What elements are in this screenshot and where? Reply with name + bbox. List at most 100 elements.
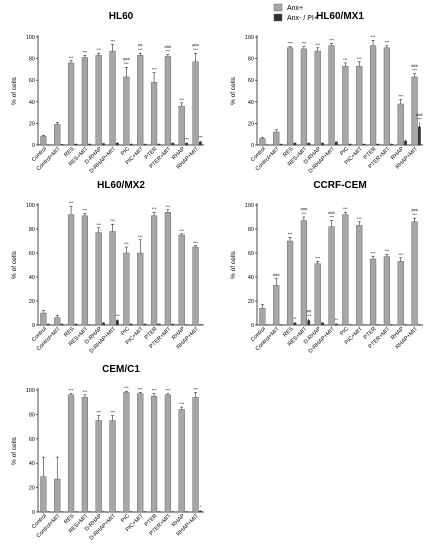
bar-pi-control	[265, 324, 269, 325]
legend: Anx+ Anx- / PI+	[273, 3, 318, 22]
sig-hash-anx: ##	[138, 43, 143, 48]
bar-pi-pter	[157, 323, 161, 325]
y-axis-label: % of cells	[230, 76, 237, 105]
y-tick-label: 40	[29, 100, 35, 106]
bar-pi-res	[293, 322, 297, 325]
y-tick-label: 0	[32, 323, 35, 329]
bar-anx-res	[67, 62, 75, 146]
sig-label-anx: ***	[83, 49, 88, 54]
bar-anx-rhap	[178, 409, 185, 513]
y-tick-label: 80	[248, 227, 254, 233]
y-tick-label: 40	[29, 275, 35, 281]
y-tick-label: 20	[248, 121, 254, 127]
sig-label-anx: ***	[152, 206, 157, 211]
sig-label-pi: **	[335, 317, 339, 322]
bar-anx-control	[259, 308, 266, 326]
bar-pi-rhap	[404, 140, 407, 145]
bar-anx-control	[40, 312, 47, 326]
bar-anx-pic	[123, 76, 130, 146]
sig-label-anx: ***	[124, 241, 129, 246]
sig-label-anx: ***	[398, 94, 403, 99]
bar-pi-control+mit	[60, 323, 64, 325]
bar-anx-pic+mit	[356, 225, 363, 326]
bar-pi-d-rhap+mit	[116, 142, 119, 145]
bar-pi-pic	[348, 324, 352, 325]
chart-panel-hl60: HL60% of cells020406080100ControlControl…	[11, 11, 204, 175]
bar-pi-rhap+mit	[199, 324, 202, 325]
panel-title: HL60/MX1	[316, 11, 364, 22]
chart-panel-hl60-mx2: HL60/MX2% of cells020406080100ControlCon…	[11, 180, 204, 355]
bar-pi-pter+mit	[171, 511, 175, 512]
y-tick-label: 100	[26, 203, 35, 209]
y-axis-label: % of cells	[11, 76, 18, 105]
y-tick-label: 80	[29, 412, 35, 418]
bar-pi-res+mit	[88, 143, 92, 145]
panel-title: CEM/C1	[102, 364, 140, 375]
bar-anx-rhap+mit	[192, 397, 199, 513]
bar-anx-rhap	[397, 103, 404, 146]
sig-label-anx: ***	[302, 41, 307, 46]
bar-pi-control+mit	[279, 324, 283, 325]
sig-hash-pi: ###	[416, 112, 423, 117]
sig-label-anx: ***	[315, 255, 320, 260]
bar-pi-control	[46, 511, 50, 512]
sig-label-pi: ***	[115, 313, 120, 318]
chart-panel-cem-c1: CEM/C1% of cells020406080100ControlContr…	[11, 364, 204, 542]
bar-anx-res	[286, 240, 294, 326]
sig-label-anx: ***	[166, 48, 171, 53]
sig-label-pi: ***	[417, 116, 422, 121]
sig-label-anx: ***	[124, 385, 129, 390]
bar-pi-pic+mit	[143, 323, 147, 325]
sig-label-anx: ***	[138, 234, 143, 239]
bar-anx-control	[40, 476, 47, 513]
bar-pi-pter+mit	[390, 143, 394, 145]
sig-label-anx: ***	[110, 410, 115, 415]
y-axis-label: % of cells	[11, 250, 18, 279]
sig-label-pi: *	[200, 504, 202, 509]
y-tick-label: 100	[245, 35, 254, 41]
bar-anx-pic+mit	[137, 393, 144, 513]
bar-pi-res+mit	[307, 142, 311, 145]
y-tick-label: 100	[245, 203, 254, 209]
sig-label-anx: ***	[96, 410, 101, 415]
y-tick-label: 60	[248, 251, 254, 257]
x-category-label: PIC	[120, 326, 131, 337]
sig-label-anx: ***	[69, 200, 74, 205]
bar-anx-d-rhap	[314, 263, 321, 326]
sig-label-anx: ***	[96, 222, 101, 227]
sig-hash-anx: ###	[123, 57, 130, 62]
y-tick-label: 0	[32, 510, 35, 516]
bar-anx-pter	[369, 45, 377, 146]
sig-label-anx: ***	[385, 40, 390, 45]
y-axis-label: % of cells	[11, 436, 18, 465]
bar-anx-pter+mit	[383, 47, 390, 146]
sig-hash-anx: ###	[411, 208, 418, 213]
bar-anx-rhap+mit	[411, 221, 418, 326]
chart-panel-ccrf-cem: CCRF-CEM% of cells020406080100Control###…	[230, 180, 423, 355]
sig-label-anx: ***	[166, 204, 171, 209]
bar-anx-pic	[342, 65, 349, 146]
sig-label-anx: ***	[110, 218, 115, 223]
bar-anx-rhap	[397, 261, 404, 326]
y-tick-label: 20	[29, 486, 35, 492]
sig-label-anx: ***	[302, 211, 307, 216]
sig-label-anx: ***	[124, 61, 129, 66]
bar-anx-pter	[150, 82, 158, 146]
sig-label-anx: ***	[412, 212, 417, 217]
bar-pi-d-rhap	[102, 322, 105, 325]
bar-anx-pic+mit	[356, 65, 363, 146]
bar-pi-pter	[157, 511, 161, 512]
sig-label-pi: **	[293, 316, 297, 321]
sig-label-anx: ***	[179, 97, 184, 102]
bar-anx-control	[40, 136, 47, 146]
bar-anx-pic	[342, 214, 349, 326]
bar-anx-rhap+mit	[192, 246, 199, 326]
bar-pi-res	[74, 323, 78, 325]
sig-label-anx: ***	[69, 55, 74, 60]
bar-anx-control+mit	[273, 285, 280, 326]
chart-panel-hl60-mx1: HL60/MX1% of cells020406080100ControlCon…	[230, 11, 424, 175]
y-tick-label: 40	[29, 461, 35, 467]
y-tick-label: 60	[29, 251, 35, 257]
bar-anx-control+mit	[54, 124, 61, 146]
